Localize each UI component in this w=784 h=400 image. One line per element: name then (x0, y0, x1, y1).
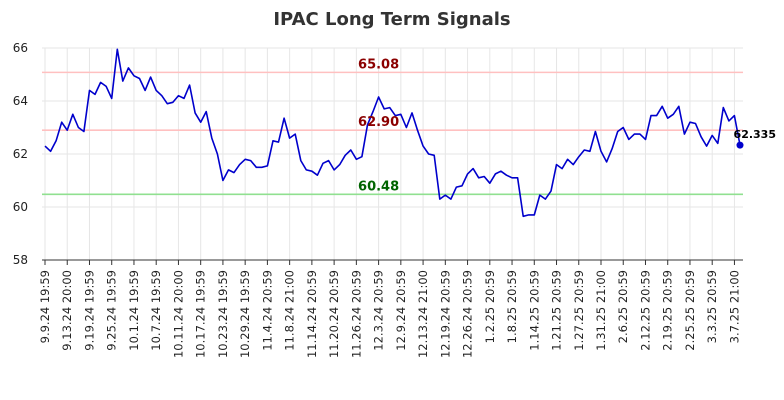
x-tick-label: 12.3.24 20:59 (372, 270, 386, 351)
x-tick-label: 10.11.24 20:00 (171, 270, 185, 358)
x-tick-label: 1.21.25 20:59 (550, 270, 564, 351)
y-tick-label: 58 (13, 253, 28, 267)
x-tick-label: 10.1.24 19:59 (127, 270, 141, 351)
x-tick-label: 2.6.25 20:59 (616, 270, 630, 343)
x-tick-label: 10.29.24 19:59 (238, 270, 252, 358)
x-tick-label: 10.7.24 19:59 (149, 270, 163, 351)
series (44, 48, 741, 218)
x-tick-label: 2.19.25 20:59 (661, 270, 675, 351)
chart-title: IPAC Long Term Signals (273, 9, 510, 30)
grid (42, 47, 743, 261)
annotations: 65.08 62.90 60.48 62.335 (358, 57, 776, 194)
x-tick-label: 1.2.25 20:59 (483, 270, 497, 343)
x-tick-label: 1.8.25 20:59 (505, 270, 519, 343)
x-tick-label: 9.9.24 19:59 (38, 270, 52, 343)
x-tick-label: 11.4.24 20:59 (260, 270, 274, 351)
x-tick-label: 11.26.24 20:59 (349, 270, 363, 358)
y-tick-label: 60 (13, 200, 28, 214)
x-tick-label: 1.31.25 21:00 (594, 270, 608, 351)
x-tick-label: 9.13.24 20:00 (60, 270, 74, 351)
x-tick-label: 11.8.24 21:00 (283, 270, 297, 351)
y-tick-label: 62 (13, 147, 28, 161)
x-tick-label: 10.23.24 19:59 (216, 270, 230, 358)
x-tick-label: 12.13.24 21:00 (416, 270, 430, 358)
x-tick-label: 3.7.25 21:00 (727, 270, 741, 343)
x-tick-label: 11.14.24 20:59 (305, 270, 319, 358)
x-tick-label: 1.27.25 20:59 (572, 270, 586, 351)
series-line (44, 48, 741, 218)
y-tick-label: 66 (13, 41, 28, 55)
x-tick-label: 9.19.24 19:59 (82, 270, 96, 351)
x-tick-label: 2.25.25 20:59 (683, 270, 697, 351)
reference-line-label: 62.90 (358, 115, 399, 130)
reference-line-label: 60.48 (358, 179, 399, 194)
x-tick-label: 10.17.24 19:59 (194, 270, 208, 358)
reference-line-label: 65.08 (358, 57, 399, 72)
last-value-label: 62.335 (734, 128, 776, 141)
x-tick-label: 2.12.25 20:59 (638, 270, 652, 351)
x-tick-label: 1.14.25 20:59 (527, 270, 541, 351)
reference-lines (42, 71, 743, 196)
x-tick-label: 12.26.24 20:59 (461, 270, 475, 358)
x-tick-label: 9.25.24 19:59 (105, 270, 119, 351)
y-tick-label: 64 (13, 94, 28, 108)
x-tick-label: 3.3.25 20:59 (705, 270, 719, 343)
axes: 58 60 62 64 66 9.9.24 19:59 9.13.24 20:00 9.19.… (13, 41, 743, 358)
x-tick-label: 12.9.24 20:59 (394, 270, 408, 351)
x-tick-label: 11.20.24 20:59 (327, 270, 341, 358)
last-point-marker (736, 141, 744, 149)
x-tick-label: 12.19.24 20:59 (438, 270, 452, 358)
